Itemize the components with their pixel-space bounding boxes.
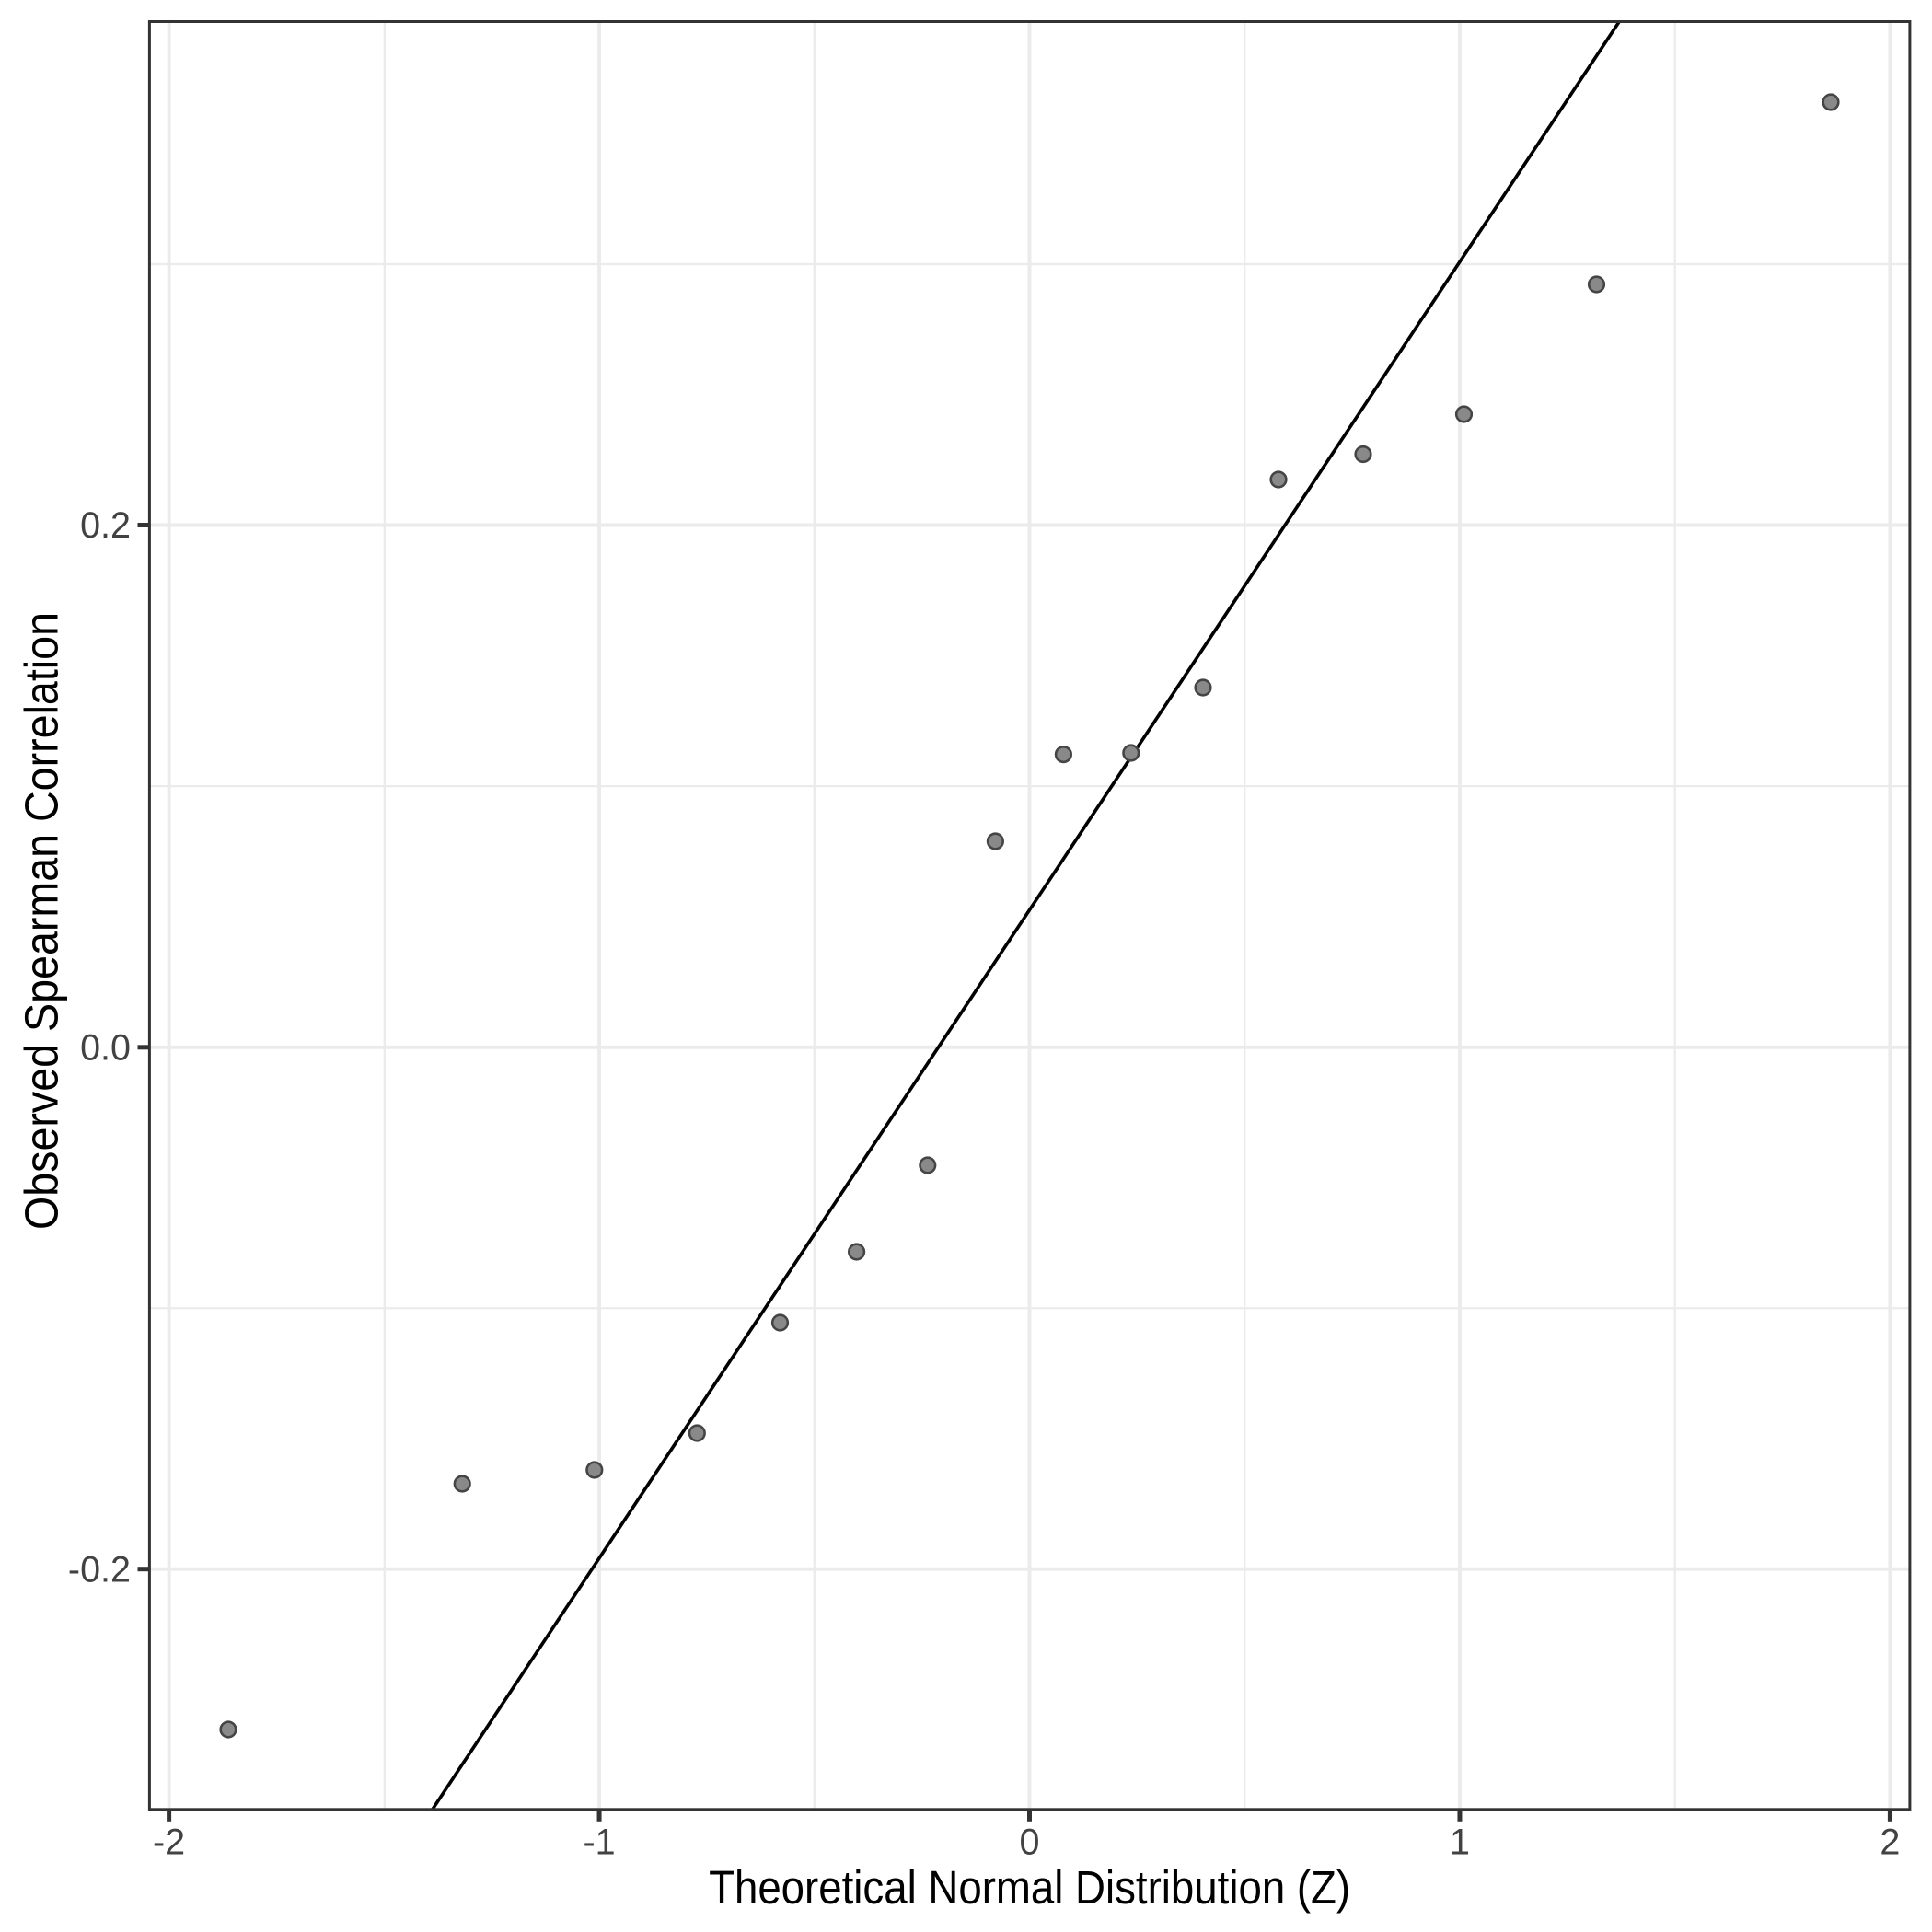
svg-text:0.0: 0.0 [80,1027,131,1068]
svg-text:-2: -2 [153,1822,185,1863]
svg-text:Observed Spearman Correlation: Observed Spearman Correlation [16,612,68,1230]
svg-text:Theoretical Normal Distributio: Theoretical Normal Distribution (Z) [709,1861,1350,1914]
svg-text:0.2: 0.2 [80,505,131,546]
svg-text:-1: -1 [583,1822,615,1863]
svg-text:2: 2 [1880,1822,1900,1863]
svg-text:-0.2: -0.2 [68,1549,131,1590]
svg-text:0: 0 [1020,1822,1040,1863]
svg-text:1: 1 [1450,1822,1470,1863]
